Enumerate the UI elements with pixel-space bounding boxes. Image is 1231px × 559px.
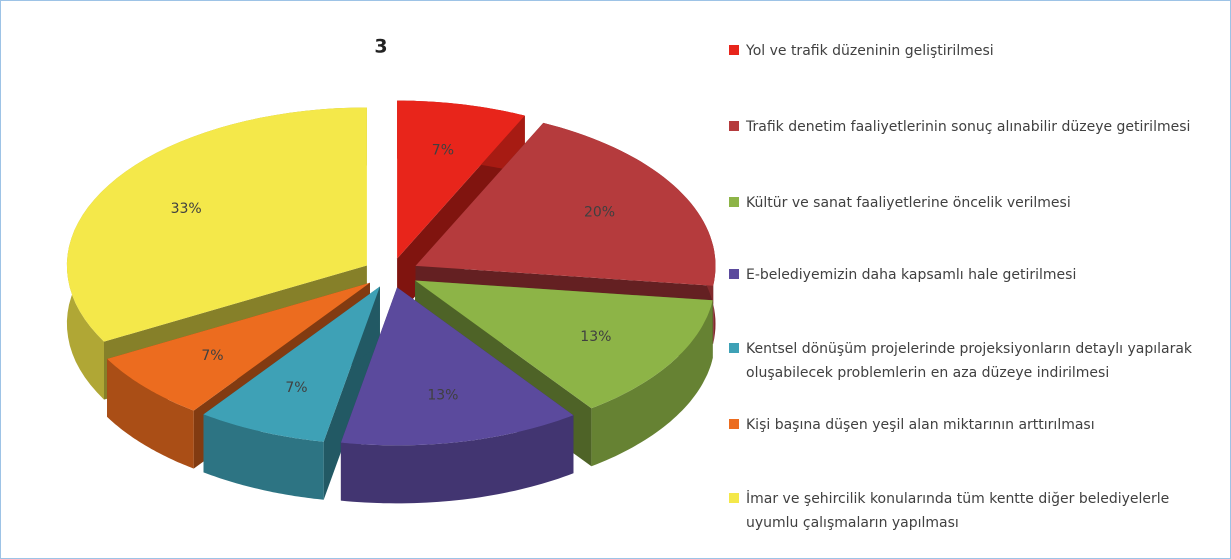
slice xyxy=(397,100,525,259)
legend-label: Trafik denetim faaliyetlerinin sonuç alı… xyxy=(746,119,1191,135)
slice-rim xyxy=(340,415,574,504)
slice-rim xyxy=(203,414,324,500)
data-label: 20% xyxy=(584,205,615,221)
data-label: 13% xyxy=(580,329,611,345)
slice xyxy=(66,107,367,342)
legend-swatch xyxy=(729,45,739,55)
legend-label: Yol ve trafik düzeninin geliştirilmesi xyxy=(746,43,994,59)
legend-swatch xyxy=(729,197,739,207)
data-label: 13% xyxy=(427,387,458,403)
legend-swatch xyxy=(729,419,739,429)
slice xyxy=(415,122,716,286)
slice xyxy=(340,287,574,446)
slice xyxy=(203,286,380,442)
legend-label: Kentsel dönüşüm projelerinde projeksiyon… xyxy=(746,341,1193,381)
pie-tops xyxy=(66,100,716,446)
slice-rim xyxy=(591,300,713,467)
legend-swatch xyxy=(729,121,739,131)
data-label: 33% xyxy=(171,201,202,217)
slice xyxy=(415,280,713,409)
legend-swatch xyxy=(729,343,739,353)
slice-rim xyxy=(107,358,194,469)
chart-title: 3 xyxy=(374,36,387,58)
legend-swatch xyxy=(729,493,739,503)
slice xyxy=(107,282,370,411)
data-label: 7% xyxy=(201,348,223,364)
legend-label: Kültür ve sanat faaliyetlerine öncelik v… xyxy=(746,195,1071,211)
legend-label: E-belediyemizin daha kapsamlı hale getir… xyxy=(746,267,1077,283)
legend-label: İmar ve şehircilik konularında tüm kentt… xyxy=(746,491,1170,531)
data-label: 7% xyxy=(285,380,307,396)
legend-swatch xyxy=(729,269,739,279)
legend-label: Kişi başına düşen yeşil alan miktarının … xyxy=(746,417,1095,433)
data-label: 7% xyxy=(432,143,454,159)
